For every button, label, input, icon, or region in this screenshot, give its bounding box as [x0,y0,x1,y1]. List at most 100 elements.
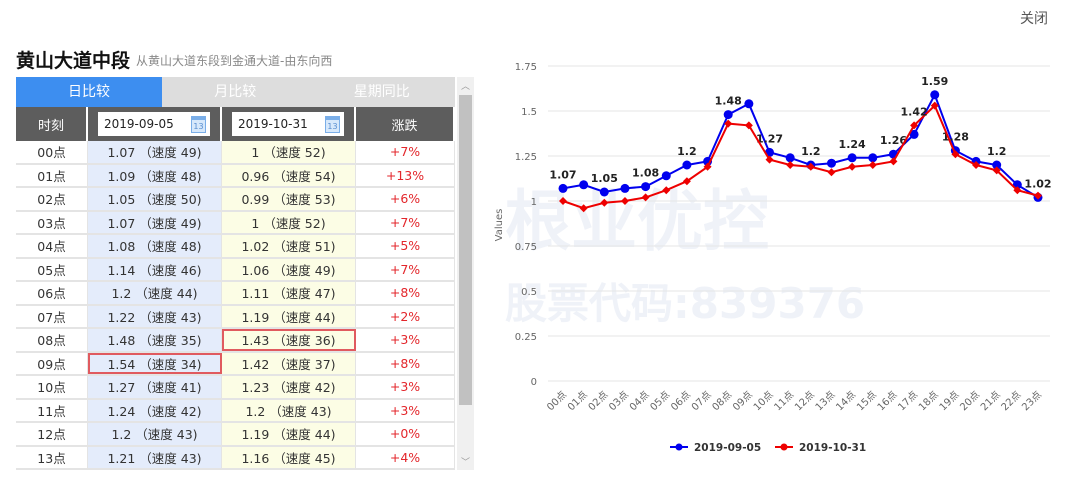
x-tick-label: 07点 [689,389,714,414]
data-point[interactable] [641,182,651,192]
legend-label[interactable]: 2019-10-31 [799,442,866,454]
change-cell: +4% [356,446,455,468]
data-point[interactable] [744,99,754,109]
date2-cell: 1.23 （速度 42) [222,376,356,398]
table-row: 11点 1.24 （速度 42) 1.2 （速度 43) +3% [16,399,455,423]
data-point[interactable] [703,162,712,171]
tab-monthly[interactable]: 月比较 [214,84,257,100]
data-point[interactable] [1013,186,1022,195]
date1-value: 2019-09-05 [104,117,174,131]
data-point[interactable] [951,150,960,159]
x-tick-label: 15点 [854,389,879,414]
close-button[interactable]: 关闭 [1020,11,1048,27]
data-point[interactable] [786,161,795,169]
change-cell: +5% [356,235,455,257]
tab-daily[interactable]: 日比较 [16,77,162,107]
date2-value: 2019-10-31 [238,117,308,131]
data-point[interactable] [930,101,939,110]
date1-cell: 1.14 （速度 46) [88,258,222,280]
data-point[interactable] [559,197,567,205]
data-label: 1.48 [715,95,742,108]
date1-cell: 1.2 （速度 43) [88,423,222,445]
data-point[interactable] [1034,191,1042,200]
table-row: 02点 1.05 （速度 50) 0.99 （速度 53) +6% [16,188,455,212]
data-point[interactable] [868,153,878,163]
table-row: 06点 1.2 （速度 44) 1.11 （速度 47) +8% [16,282,455,306]
line-chart: 00.250.50.7511.251.51.75Values00点01点02点0… [494,62,1052,454]
y-tick-label: 0 [531,377,537,388]
x-tick-label: 20点 [958,389,983,414]
data-label: 1.2 [801,145,821,158]
tab-weekly[interactable]: 星期同比 [353,84,410,100]
data-point[interactable] [847,153,857,163]
data-point[interactable] [909,129,919,139]
time-cell: 06点 [16,282,88,304]
date1-cell: 1.24 （速度 42) [88,399,222,421]
data-point[interactable] [785,153,795,163]
data-point[interactable] [579,180,589,190]
data-point[interactable] [930,90,940,100]
data-point[interactable] [972,161,981,169]
data-point[interactable] [868,161,877,169]
data-point[interactable] [682,160,692,170]
x-tick-label: 02点 [586,389,611,414]
x-tick-label: 08点 [710,389,735,414]
data-point[interactable] [826,158,836,168]
table-row: 00点 1.07 （速度 49) 1 （速度 52) +7% [16,141,455,165]
data-point[interactable] [599,187,609,197]
table-row: 13点 1.21 （速度 43) 1.16 （速度 45) +4% [16,446,455,470]
data-point[interactable] [600,198,609,207]
data-point[interactable] [992,160,1002,170]
table-row: 01点 1.09 （速度 48) 0.96 （速度 54) +13% [16,164,455,188]
data-point[interactable] [620,183,630,193]
time-cell: 08点 [16,329,88,351]
header-change: 涨跌 [356,107,455,141]
scroll-down-icon[interactable]: ﹀ [460,458,470,468]
date1-cell: 1.22 （速度 43) [88,305,222,327]
data-point[interactable] [661,171,671,181]
x-tick-label: 17点 [896,389,921,414]
data-point[interactable] [848,162,857,171]
date2-cell: 1.2 （速度 43) [222,399,356,421]
x-tick-label: 14点 [834,389,859,414]
data-label: 1.59 [921,75,948,88]
data-point[interactable] [992,166,1001,175]
data-point[interactable] [889,157,898,166]
change-cell: +8% [356,352,455,374]
date2-cell: 1.11 （速度 47) [222,282,356,304]
data-point[interactable] [724,119,733,128]
scroll-up-icon[interactable]: ︿ [460,82,470,92]
data-point[interactable] [682,177,691,186]
x-tick-label: 11点 [772,389,797,414]
change-cell: +7% [356,211,455,233]
legend-label[interactable]: 2019-09-05 [694,442,761,454]
date2-cell: 0.99 （速度 53) [222,188,356,210]
change-cell: +7% [356,258,455,280]
time-cell: 10点 [16,376,88,398]
data-point[interactable] [641,193,650,202]
data-point[interactable] [765,155,774,164]
page-title: 黄山大道中段 [16,50,131,72]
scrollbar-thumb[interactable] [459,95,472,405]
date2-picker[interactable]: 2019-10-31 13 [232,112,344,136]
table-scrollbar[interactable]: ︿ ﹀ [457,77,474,470]
data-point[interactable] [558,183,568,193]
data-point[interactable] [662,186,671,195]
data-point[interactable] [579,204,588,213]
data-label: 1.08 [632,167,659,180]
date1-cell: 1.08 （速度 48) [88,235,222,257]
data-point[interactable] [744,121,753,130]
data-point[interactable] [910,121,919,130]
data-point[interactable] [806,162,815,171]
table-row: 04点 1.08 （速度 48) 1.02 （速度 51) +5% [16,235,455,259]
comparison-tabs: 日比较 月比较 星期同比 [16,77,455,107]
data-point[interactable] [827,168,836,177]
date1-picker[interactable]: 2019-09-05 13 [98,112,210,136]
calendar-icon[interactable]: 13 [191,115,206,133]
x-tick-label: 13点 [813,389,838,414]
data-point[interactable] [620,197,629,205]
x-tick-label: 04点 [627,389,652,414]
data-point[interactable] [723,110,733,120]
calendar-icon[interactable]: 13 [325,115,340,133]
change-cell: +13% [356,164,455,186]
